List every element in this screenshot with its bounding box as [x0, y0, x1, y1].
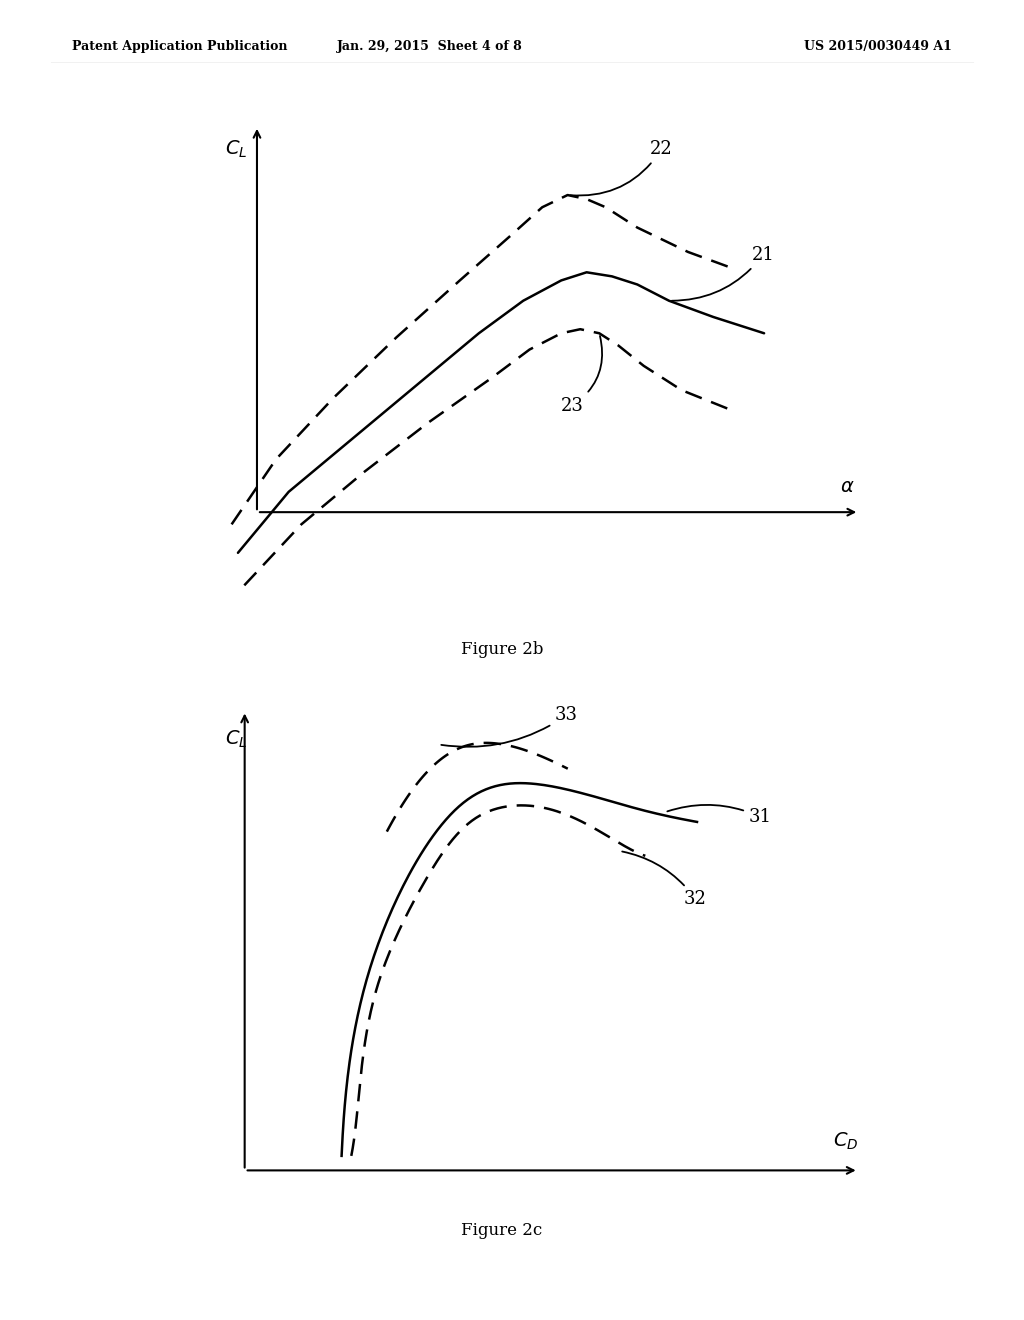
- Text: $C_L$: $C_L$: [225, 729, 248, 750]
- Text: $C_D$: $C_D$: [833, 1130, 858, 1151]
- Text: Figure 2c: Figure 2c: [461, 1222, 543, 1238]
- Text: 31: 31: [668, 805, 772, 826]
- Text: 21: 21: [672, 246, 774, 301]
- Text: 22: 22: [570, 140, 673, 195]
- Text: $C_L$: $C_L$: [225, 139, 248, 160]
- Text: 32: 32: [623, 851, 707, 908]
- Text: Patent Application Publication: Patent Application Publication: [72, 40, 287, 53]
- Text: US 2015/0030449 A1: US 2015/0030449 A1: [805, 40, 952, 53]
- Text: 33: 33: [441, 706, 578, 747]
- Text: Figure 2b: Figure 2b: [461, 642, 543, 657]
- Text: $\alpha$: $\alpha$: [840, 478, 855, 496]
- Text: Jan. 29, 2015  Sheet 4 of 8: Jan. 29, 2015 Sheet 4 of 8: [337, 40, 523, 53]
- Text: 23: 23: [561, 337, 602, 414]
